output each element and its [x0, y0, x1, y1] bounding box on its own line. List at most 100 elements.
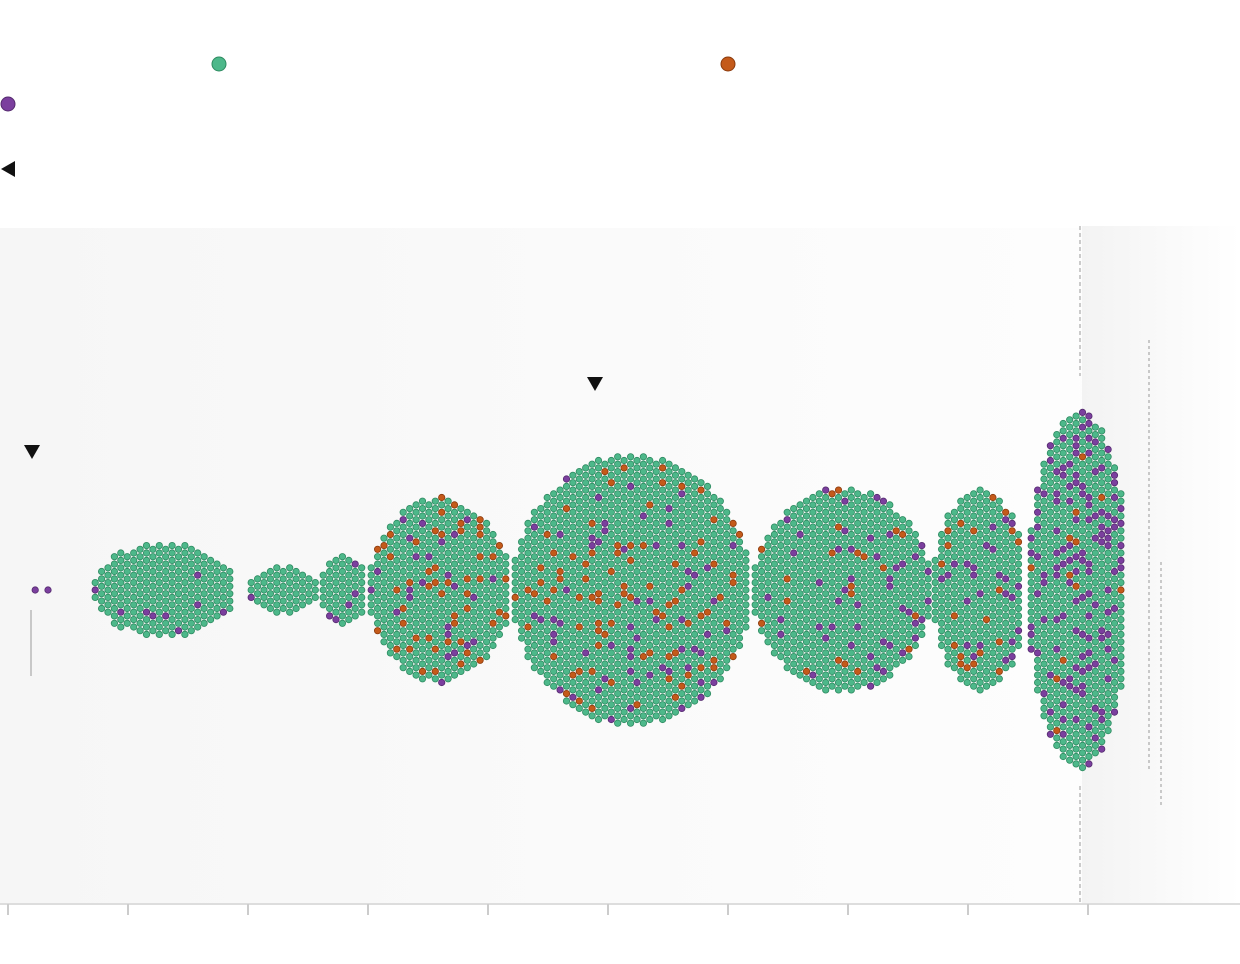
data-point — [1027, 638, 1035, 646]
data-point — [957, 645, 965, 653]
data-point — [517, 575, 526, 583]
data-point — [418, 541, 427, 550]
data-point — [665, 497, 673, 505]
data-point — [678, 593, 686, 602]
data-point — [809, 664, 817, 672]
data-point — [1091, 423, 1099, 431]
data-point — [828, 615, 836, 624]
data-point — [847, 575, 855, 583]
data-point — [678, 615, 686, 624]
data-point — [1014, 612, 1023, 620]
data-point — [665, 549, 673, 557]
data-point — [1085, 449, 1093, 457]
data-point — [373, 597, 382, 605]
data-point — [1110, 479, 1119, 487]
data-point — [1008, 564, 1016, 572]
data-point — [1046, 627, 1055, 635]
data-point — [607, 471, 615, 479]
data-point — [1091, 675, 1099, 683]
data-point — [854, 556, 862, 565]
data-point — [569, 553, 577, 561]
data-point — [431, 512, 439, 520]
data-point — [828, 519, 836, 528]
data-point — [194, 556, 202, 565]
data-point — [620, 582, 628, 590]
data-point — [367, 601, 375, 609]
data-point — [879, 519, 888, 528]
data-point — [847, 619, 855, 627]
data-point — [136, 604, 144, 613]
data-point — [646, 530, 654, 539]
data-point — [1040, 586, 1048, 594]
data-point — [438, 678, 446, 687]
data-point — [1085, 760, 1093, 768]
data-point — [847, 516, 855, 524]
data-point — [989, 619, 997, 627]
data-point — [489, 634, 497, 642]
data-point — [652, 564, 660, 572]
data-point — [588, 704, 596, 713]
data-point — [970, 675, 978, 683]
data-point — [703, 601, 712, 609]
data-point — [406, 549, 414, 557]
data-point — [982, 630, 991, 639]
data-point — [543, 493, 551, 502]
data-point — [777, 615, 785, 624]
data-point — [582, 516, 590, 524]
data-point — [639, 556, 648, 565]
data-point — [989, 597, 997, 605]
data-point — [828, 593, 836, 602]
data-point — [569, 597, 577, 605]
data-point — [892, 512, 900, 520]
data-point — [834, 649, 843, 657]
data-point — [470, 571, 478, 579]
data-point — [1066, 689, 1074, 698]
data-point — [918, 549, 926, 557]
data-point — [219, 608, 227, 616]
data-point — [110, 553, 119, 561]
data-point — [1046, 538, 1055, 546]
data-point — [582, 493, 590, 502]
data-point — [1046, 686, 1055, 694]
data-point — [1078, 749, 1087, 757]
data-point — [130, 578, 138, 587]
data-point — [770, 604, 779, 613]
data-point — [633, 612, 641, 620]
data-point — [1053, 652, 1061, 661]
data-point — [345, 571, 353, 579]
data-point — [742, 556, 750, 565]
data-point — [425, 627, 433, 635]
data-point — [607, 567, 615, 576]
data-point — [898, 641, 907, 650]
data-point — [450, 508, 459, 516]
data-point — [1014, 641, 1023, 650]
data-point — [1046, 545, 1055, 553]
data-point — [1110, 553, 1119, 561]
data-point — [1059, 708, 1067, 716]
data-point — [543, 597, 551, 605]
data-point — [543, 530, 551, 539]
data-point — [652, 601, 660, 609]
data-point — [751, 593, 759, 602]
data-point — [790, 512, 798, 520]
data-point — [770, 641, 779, 650]
data-point — [970, 652, 978, 661]
data-point — [1066, 749, 1074, 757]
data-point — [815, 541, 823, 550]
data-point — [633, 604, 641, 613]
data-point — [450, 582, 459, 590]
data-point — [841, 652, 849, 661]
data-point — [684, 612, 692, 620]
data-point — [626, 675, 635, 683]
data-point — [944, 556, 952, 565]
data-point — [1104, 519, 1112, 528]
data-point — [614, 467, 622, 476]
data-point — [425, 567, 433, 576]
data-point — [652, 512, 660, 520]
data-point — [918, 541, 926, 550]
data-point — [976, 501, 984, 509]
data-point — [944, 534, 952, 542]
data-point — [1072, 419, 1080, 428]
data-point — [652, 623, 660, 631]
data-point — [142, 549, 151, 557]
